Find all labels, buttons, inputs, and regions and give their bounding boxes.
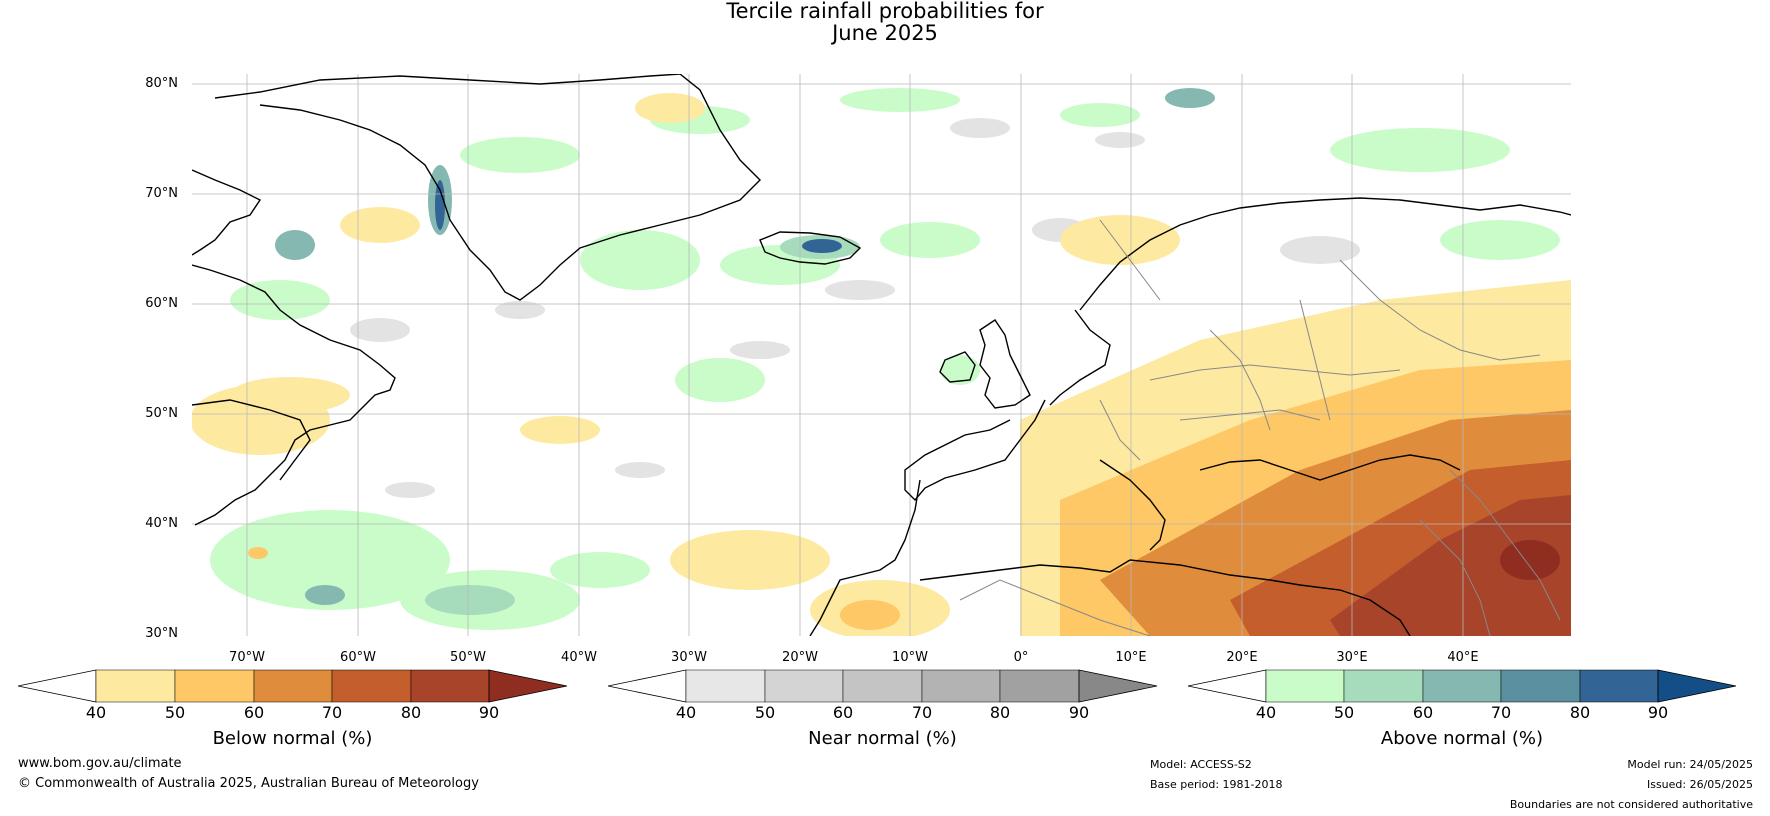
- footer-model: Model: ACCESS-S2: [1150, 758, 1252, 771]
- lon-label: 20°W: [782, 650, 818, 665]
- colorbar-near-bin: [764, 669, 844, 703]
- colorbar-near-bin: [685, 669, 766, 703]
- colorbar-near-bin: [842, 669, 923, 703]
- colorbar-below-bin: [174, 669, 255, 703]
- colorbar-label-above-normal: Above normal (%): [1380, 728, 1544, 749]
- colorbar-above-ext-high: [1657, 669, 1737, 703]
- lon-label: 10°E: [1115, 650, 1147, 665]
- lat-label: 60°N: [145, 296, 178, 311]
- colorbar-near-bin: [999, 669, 1080, 703]
- chart-title-line2: June 2025: [832, 21, 938, 45]
- colorbar-tick: 70: [321, 703, 343, 722]
- colorbar-near-bin: [921, 669, 1001, 703]
- footer-url[interactable]: www.bom.gov.au/climate: [18, 756, 182, 771]
- colorbar-above-ext-low: [1187, 669, 1267, 703]
- lon-label: 30°E: [1336, 650, 1368, 665]
- colorbar-tick: 50: [164, 703, 186, 722]
- colorbar-label-near-normal: Near normal (%): [808, 728, 957, 749]
- lon-label: 40°W: [561, 650, 597, 665]
- colorbar-near-ext-low: [607, 669, 687, 703]
- colorbar-tick: 80: [400, 703, 422, 722]
- colorbar-below-ext-high: [488, 669, 568, 703]
- lon-label: 70°W: [229, 650, 265, 665]
- graticule: [192, 74, 1571, 636]
- lat-label: 30°N: [145, 626, 178, 641]
- colorbar-tick: 40: [675, 703, 697, 722]
- lat-label: 40°N: [145, 516, 178, 531]
- colorbar-near-normal: [607, 669, 1158, 703]
- lon-label: 50°W: [450, 650, 486, 665]
- colorbar-above-bin: [1343, 669, 1424, 703]
- colorbar-tick: 40: [1255, 703, 1277, 722]
- lat-label: 80°N: [145, 76, 178, 91]
- colorbar-label-below-normal: Below normal (%): [212, 728, 373, 749]
- colorbar-tick: 70: [1490, 703, 1512, 722]
- colorbar-tick: 50: [1333, 703, 1355, 722]
- colorbar-above-bin: [1579, 669, 1659, 703]
- colorbar-below-bin: [410, 669, 490, 703]
- colorbar-below-normal: [17, 669, 568, 703]
- colorbar-near-ext-high: [1078, 669, 1158, 703]
- chart-title-line1: Tercile rainfall probabilities for: [726, 0, 1044, 23]
- lat-label: 70°N: [145, 186, 178, 201]
- colorbar-tick: 80: [1569, 703, 1591, 722]
- colorbar-below-bin: [95, 669, 176, 703]
- colorbar-tick: 70: [911, 703, 933, 722]
- map-area: [192, 74, 1571, 636]
- footer-base-period: Base period: 1981-2018: [1150, 778, 1283, 791]
- colorbar-below-bin: [253, 669, 333, 703]
- colorbar-above-bin: [1500, 669, 1581, 703]
- colorbar-tick: 40: [85, 703, 107, 722]
- lon-label: 40°E: [1447, 650, 1479, 665]
- colorbar-tick: 50: [754, 703, 776, 722]
- footer-copyright: © Commonwealth of Australia 2025, Austra…: [18, 776, 479, 791]
- lon-label: 30°W: [671, 650, 707, 665]
- country-borders: [959, 219, 1561, 636]
- colorbar-below-ext-low: [17, 669, 97, 703]
- footer-model-run: Model run: 24/05/2025: [1627, 758, 1753, 771]
- lon-label: 60°W: [340, 650, 376, 665]
- colorbar-tick: 60: [832, 703, 854, 722]
- coastlines: [192, 74, 1571, 636]
- colorbar-above-normal: [1187, 669, 1737, 703]
- colorbar-tick: 80: [989, 703, 1011, 722]
- colorbar-tick: 60: [243, 703, 265, 722]
- lon-label: 0°: [1013, 650, 1029, 665]
- colorbar-tick: 90: [1647, 703, 1669, 722]
- colorbar-tick: 60: [1412, 703, 1434, 722]
- colorbar-tick: 90: [478, 703, 500, 722]
- lon-label: 20°E: [1226, 650, 1258, 665]
- lon-label: 10°W: [892, 650, 928, 665]
- colorbar-tick: 90: [1068, 703, 1090, 722]
- footer-issued: Issued: 26/05/2025: [1646, 778, 1753, 791]
- colorbar-above-bin: [1265, 669, 1345, 703]
- colorbar-below-bin: [331, 669, 412, 703]
- footer-disclaimer: Boundaries are not considered authoritat…: [1509, 798, 1753, 811]
- above-normal-patches: [210, 88, 1560, 630]
- lat-label: 50°N: [145, 406, 178, 421]
- colorbar-above-bin: [1422, 669, 1502, 703]
